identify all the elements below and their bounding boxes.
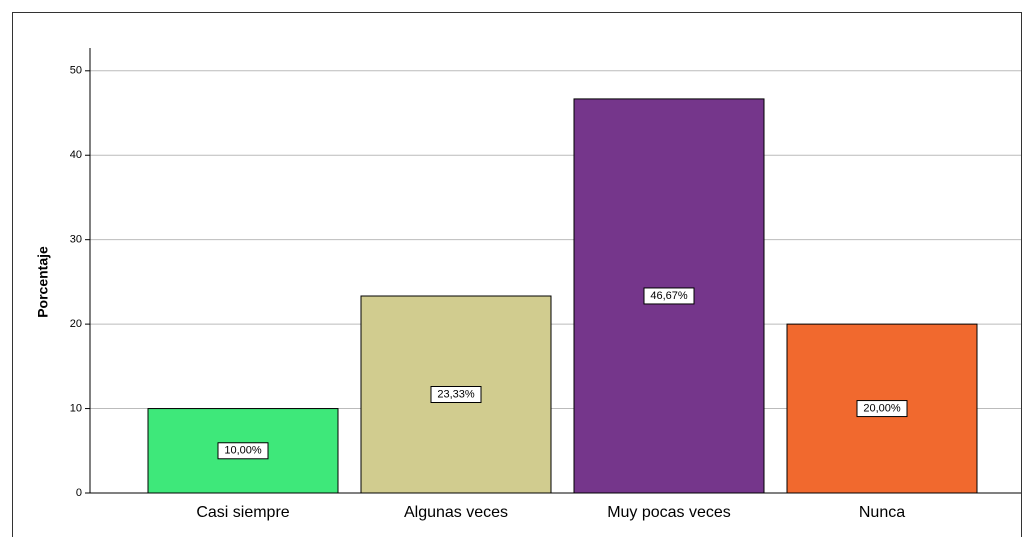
y-tick-label: 30 xyxy=(70,234,82,246)
value-label-box xyxy=(430,386,482,404)
value-label: 10,00% xyxy=(224,445,262,457)
value-label: 23,33% xyxy=(437,388,475,400)
y-tick-label: 40 xyxy=(70,149,82,161)
y-tick-label: 0 xyxy=(76,487,82,499)
value-label-box xyxy=(643,287,695,305)
x-tick-label: Algunas veces xyxy=(404,504,508,521)
value-label: 46,67% xyxy=(650,290,688,302)
x-tick-label: Nunca xyxy=(859,504,905,521)
value-label: 20,00% xyxy=(863,402,901,414)
x-tick-label: Muy pocas veces xyxy=(607,504,731,521)
y-axis-label: Porcentaje xyxy=(35,246,51,318)
value-label-box xyxy=(856,400,908,418)
value-label-box xyxy=(217,442,269,460)
y-tick-label: 10 xyxy=(70,402,82,414)
x-tick-label: Casi siempre xyxy=(196,504,289,521)
y-tick-label: 20 xyxy=(70,318,82,330)
y-tick-label: 50 xyxy=(70,65,82,77)
